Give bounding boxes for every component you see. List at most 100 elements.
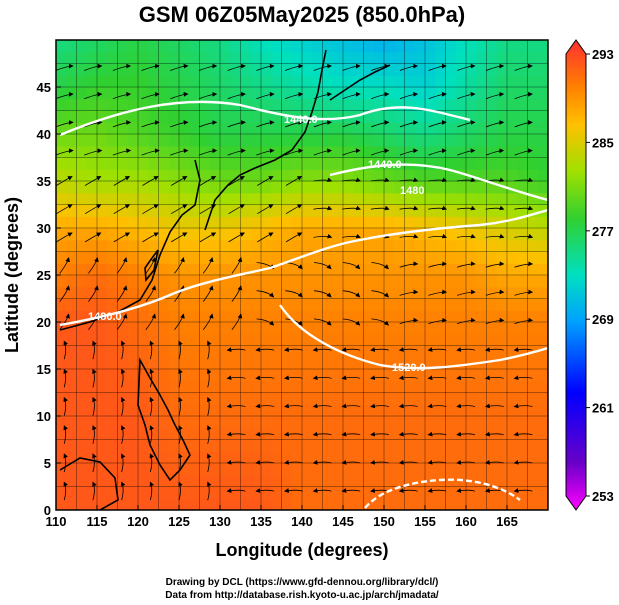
heat-cell: [199, 451, 211, 464]
heat-cell: [496, 122, 508, 135]
heat-cell: [148, 122, 160, 135]
heat-cell: [373, 40, 385, 53]
heat-cell: [517, 263, 529, 276]
heat-cell: [445, 345, 457, 358]
heat-cell: [199, 345, 211, 358]
heat-cell: [425, 369, 436, 382]
heat-cell: [291, 275, 303, 288]
heat-cell: [394, 87, 406, 100]
streamline: [399, 317, 419, 324]
heat-cell: [384, 63, 395, 76]
heat-cell: [414, 369, 426, 382]
heat-cell: [486, 251, 498, 264]
heat-cell: [117, 75, 129, 88]
heat-cell: [107, 380, 119, 394]
heat-cell: [189, 192, 201, 206]
y-tick-label: 5: [44, 456, 51, 471]
heat-cell: [517, 486, 529, 499]
heat-cell: [373, 345, 385, 358]
heat-cell: [56, 122, 67, 135]
heat-cell: [97, 216, 108, 229]
heat-cell: [209, 369, 221, 382]
heat-cell: [373, 122, 385, 135]
heat-cell: [168, 427, 180, 441]
heat-cell: [209, 416, 221, 429]
heat-cell: [435, 51, 447, 65]
heat-cell: [353, 181, 365, 194]
heat-cell: [507, 310, 518, 323]
heat-cell: [189, 498, 201, 510]
heat-cell: [332, 40, 344, 53]
heat-cell: [199, 322, 211, 335]
heat-cell: [455, 369, 467, 382]
streamline: [142, 232, 159, 243]
heat-cell: [312, 486, 324, 499]
contour-label-2: 1440.0: [368, 159, 402, 171]
heat-cell: [250, 310, 262, 323]
heat-cell: [353, 51, 365, 65]
heat-cell: [322, 345, 334, 358]
heat-cell: [199, 275, 211, 288]
heat-cell: [199, 369, 211, 382]
heat-cell: [107, 40, 119, 53]
heat-cell: [138, 145, 149, 159]
streamline: [456, 431, 476, 437]
heat-cell: [496, 416, 508, 429]
heat-cell: [158, 427, 170, 441]
heat-cell: [476, 416, 488, 429]
heat-cell: [271, 134, 283, 147]
heat-cell: [261, 439, 272, 452]
heat-cell: [189, 286, 201, 300]
heat-cell: [527, 263, 539, 276]
heat-cell: [435, 134, 447, 147]
heat-cell: [332, 110, 344, 123]
heat-cell: [107, 275, 119, 288]
colorbar-body: [565, 39, 587, 511]
heat-cell: [507, 357, 518, 370]
heat-cell: [117, 134, 129, 147]
heat-cell: [332, 286, 344, 300]
heat-cell: [127, 392, 139, 405]
credit-drawing: Drawing by DCL (https://www.gfd-dennou.o…: [166, 577, 439, 588]
heat-cell: [404, 404, 416, 417]
heat-cell: [56, 298, 67, 311]
heat-cell: [384, 298, 395, 311]
heat-cell: [127, 169, 139, 182]
heat-cell: [66, 251, 78, 264]
heat-cell: [281, 298, 293, 311]
heat-cell: [271, 380, 283, 394]
heat-cell: [384, 486, 395, 499]
heat-cell: [250, 251, 262, 264]
heat-cell: [302, 463, 313, 476]
heat-cell: [76, 392, 88, 405]
streamline: [120, 481, 126, 501]
heat-cell: [148, 380, 160, 394]
heat-cell: [517, 216, 529, 229]
heat-cell: [179, 51, 190, 65]
heat-cell: [414, 87, 426, 100]
streamline: [514, 148, 533, 156]
heat-cell: [384, 98, 395, 112]
heat-cell: [240, 322, 252, 335]
heat-cell: [537, 263, 548, 276]
heat-cell: [537, 486, 548, 499]
heat-cell: [66, 75, 78, 88]
heat-cell: [271, 322, 283, 335]
heat-cell: [168, 439, 180, 452]
heat-cell: [127, 134, 139, 147]
heat-cell: [517, 192, 529, 206]
heat-cell: [363, 263, 375, 276]
heat-cell: [66, 275, 78, 288]
heat-cell: [445, 98, 457, 112]
heat-cell: [507, 110, 518, 123]
heat-cell: [404, 87, 416, 100]
heat-cell: [281, 40, 293, 53]
heat-cell: [517, 63, 529, 76]
heat-cell: [445, 474, 457, 488]
streamline: [226, 431, 246, 437]
heat-cell: [435, 298, 447, 311]
heat-cell: [353, 463, 365, 476]
heat-cell: [445, 439, 457, 452]
streamline: [514, 261, 534, 268]
heat-cell: [332, 169, 344, 182]
